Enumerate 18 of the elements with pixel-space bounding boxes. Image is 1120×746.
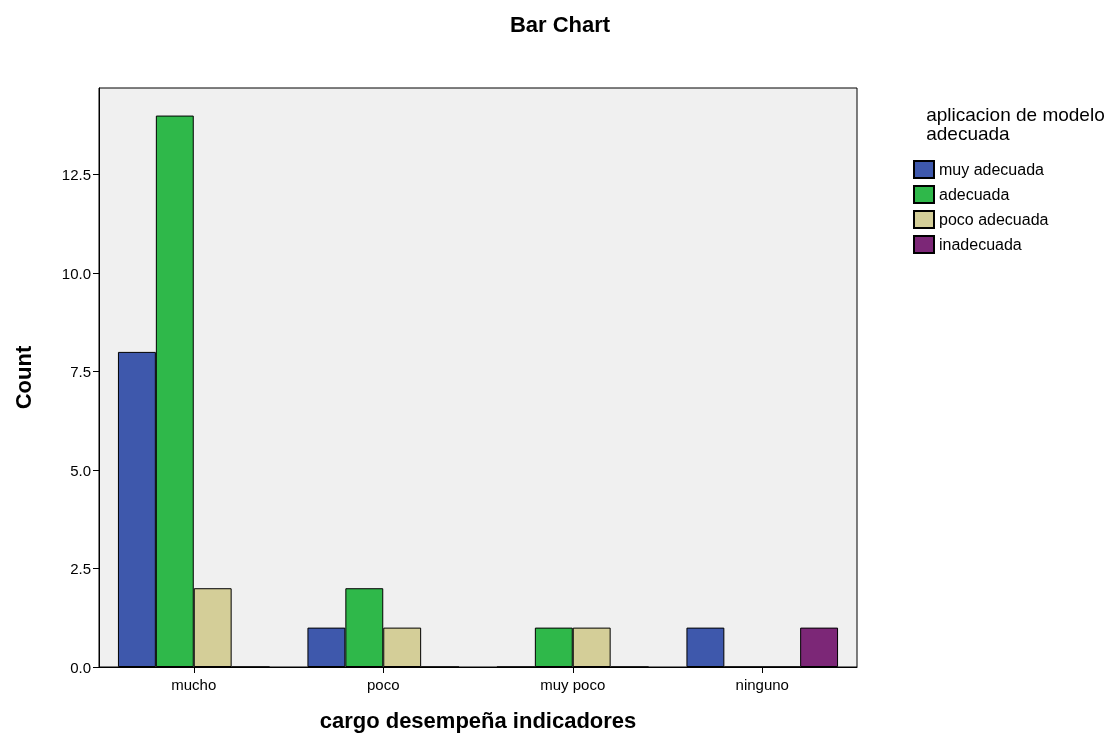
x-tick-label: muy poco <box>540 676 606 693</box>
legend-label: poco adecuada <box>939 211 1049 228</box>
x-tick-label: mucho <box>171 676 217 693</box>
legend-label: muy adecuada <box>939 161 1045 178</box>
y-tick-label: 0.0 <box>70 658 91 676</box>
legend-label: adecuada <box>939 186 1010 203</box>
legend-label: inadecuada <box>939 236 1022 253</box>
y-tick-label: 7.5 <box>70 363 91 381</box>
y-tick-label: 10.0 <box>61 264 91 282</box>
legend-title: aplicacion de modelo adecuada <box>926 104 1111 144</box>
y-axis-title: Count <box>10 345 36 410</box>
y-tick-label: 5.0 <box>70 461 91 479</box>
x-axis-title: cargo desempeña indicadores <box>319 707 637 733</box>
x-tick-label: poco <box>366 676 400 693</box>
x-tick-label: ninguno <box>735 676 789 693</box>
y-tick-label: 2.5 <box>70 560 91 578</box>
y-tick-label: 12.5 <box>61 166 91 184</box>
chart-title: Bar Chart <box>509 11 611 37</box>
